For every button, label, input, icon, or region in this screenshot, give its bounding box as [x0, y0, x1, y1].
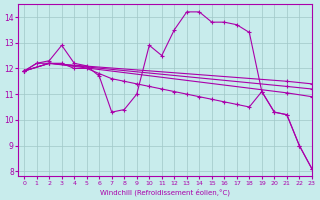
X-axis label: Windchill (Refroidissement éolien,°C): Windchill (Refroidissement éolien,°C) — [100, 188, 230, 196]
